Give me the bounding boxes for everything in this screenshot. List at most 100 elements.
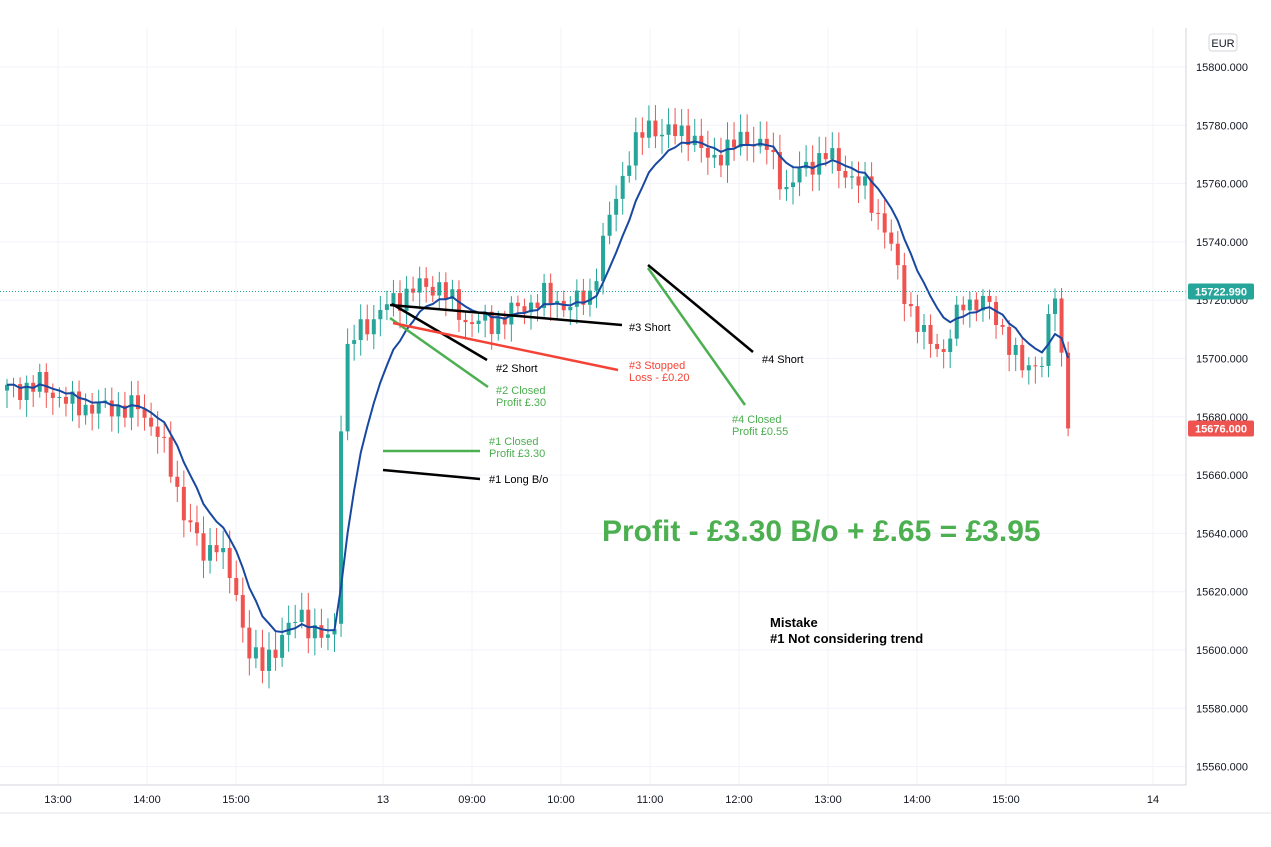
candle-body	[411, 288, 416, 293]
candle-body	[771, 149, 776, 153]
trade1-closed-label: #1 Closed	[489, 436, 539, 448]
current-price-value: 15722.990	[1195, 286, 1247, 298]
candle-body	[954, 304, 959, 339]
x-tick-label: 14:00	[133, 794, 161, 806]
candle-body	[116, 405, 121, 417]
candle-body	[745, 131, 750, 145]
y-tick-label: 15780.000	[1196, 120, 1248, 132]
x-tick-label: 15:00	[222, 794, 250, 806]
candle-body	[732, 139, 737, 148]
candle-body	[679, 125, 684, 137]
candle-body	[1066, 352, 1071, 429]
candle-body	[1053, 298, 1057, 314]
candlestick-series	[5, 105, 1071, 689]
candle-body	[280, 634, 285, 658]
candle-body	[352, 340, 357, 344]
x-tick-label: 15:00	[992, 794, 1020, 806]
candle-body	[358, 319, 363, 341]
candle-body	[293, 621, 298, 623]
candle-body	[620, 175, 625, 199]
candle-body	[804, 161, 809, 169]
mistake-title: Mistake	[770, 615, 818, 630]
candle-body	[882, 213, 887, 233]
candle-body	[856, 176, 861, 186]
candle-body	[391, 293, 396, 305]
candle-body	[712, 154, 717, 158]
candle-body	[234, 577, 239, 596]
x-tick-label: 09:00	[458, 794, 486, 806]
candle-body	[836, 148, 841, 172]
trade4-profit-label: Profit £0.55	[732, 426, 788, 438]
candle-body	[601, 235, 606, 282]
candle-body	[922, 324, 926, 332]
candle-body	[653, 120, 658, 137]
candle-body	[646, 120, 651, 138]
candle-body	[260, 647, 265, 671]
candle-body	[502, 317, 507, 325]
candle-body	[77, 391, 82, 416]
candle-body	[437, 282, 442, 296]
candle-body	[849, 176, 854, 178]
candle-body	[948, 338, 953, 353]
candle-body	[1020, 344, 1025, 371]
candle-body	[895, 243, 900, 266]
price-scale[interactable]: 15560.000 15580.000 15600.000 15620.000 1564…	[1185, 28, 1248, 785]
candle-body	[201, 533, 206, 561]
candle-body	[830, 148, 835, 160]
trade-annotation-lines	[382, 264, 754, 481]
candle-body	[168, 437, 173, 477]
trade3-short-label: #3 Short	[629, 322, 671, 334]
candle-body	[699, 135, 704, 148]
x-tick-label: 13:00	[44, 794, 72, 806]
trade3-short-line	[389, 303, 623, 327]
candle-body	[823, 153, 828, 160]
currency-button[interactable]: EUR	[1208, 33, 1238, 52]
candle-body	[915, 306, 920, 332]
chart-grid	[0, 28, 1186, 785]
candle-body	[365, 319, 370, 335]
time-scale[interactable]: 13:00 14:00 15:00 13 09:00 10:00 11:00 12:00 13:…	[0, 784, 1271, 814]
candle-body	[312, 625, 317, 639]
candle-body	[548, 282, 553, 305]
candle-body	[122, 405, 127, 418]
y-tick-label: 15600.000	[1196, 645, 1248, 657]
candle-body	[1059, 298, 1064, 353]
candle-body	[1039, 365, 1044, 367]
candle-body	[902, 265, 907, 304]
candle-body	[692, 135, 697, 146]
candle-body	[470, 322, 475, 325]
candle-body	[758, 138, 763, 147]
candle-body	[1026, 365, 1031, 371]
profit-summary: Profit - £3.30 B/o + £.65 = £3.95	[602, 515, 1041, 548]
candle-body	[371, 319, 376, 335]
candle-body	[181, 486, 186, 521]
candle-body	[417, 278, 422, 293]
candle-body	[18, 384, 23, 400]
candle-body	[253, 647, 258, 659]
candle-body	[63, 396, 68, 404]
trade2-closed-line	[389, 316, 489, 389]
candle-body	[1033, 365, 1038, 367]
x-tick-label: 13:00	[814, 794, 842, 806]
candle-body	[673, 124, 678, 137]
candle-body	[666, 124, 671, 135]
candle-body	[5, 384, 9, 391]
candle-body	[142, 409, 147, 418]
candle-body	[725, 139, 730, 166]
candle-body	[57, 396, 62, 398]
candle-body	[542, 282, 547, 309]
candle-body	[456, 289, 461, 320]
candle-body	[974, 299, 979, 311]
candle-body	[876, 212, 881, 214]
candle-body	[961, 304, 966, 311]
candle-body	[581, 290, 586, 305]
candle-body	[149, 417, 154, 427]
candle-body	[967, 299, 972, 311]
candle-body	[738, 131, 743, 148]
candle-body	[443, 282, 448, 300]
candle-body	[791, 182, 795, 188]
candle-body	[476, 320, 481, 325]
candle-body	[568, 306, 573, 311]
candle-body	[286, 622, 291, 635]
candle-body	[1000, 325, 1005, 327]
